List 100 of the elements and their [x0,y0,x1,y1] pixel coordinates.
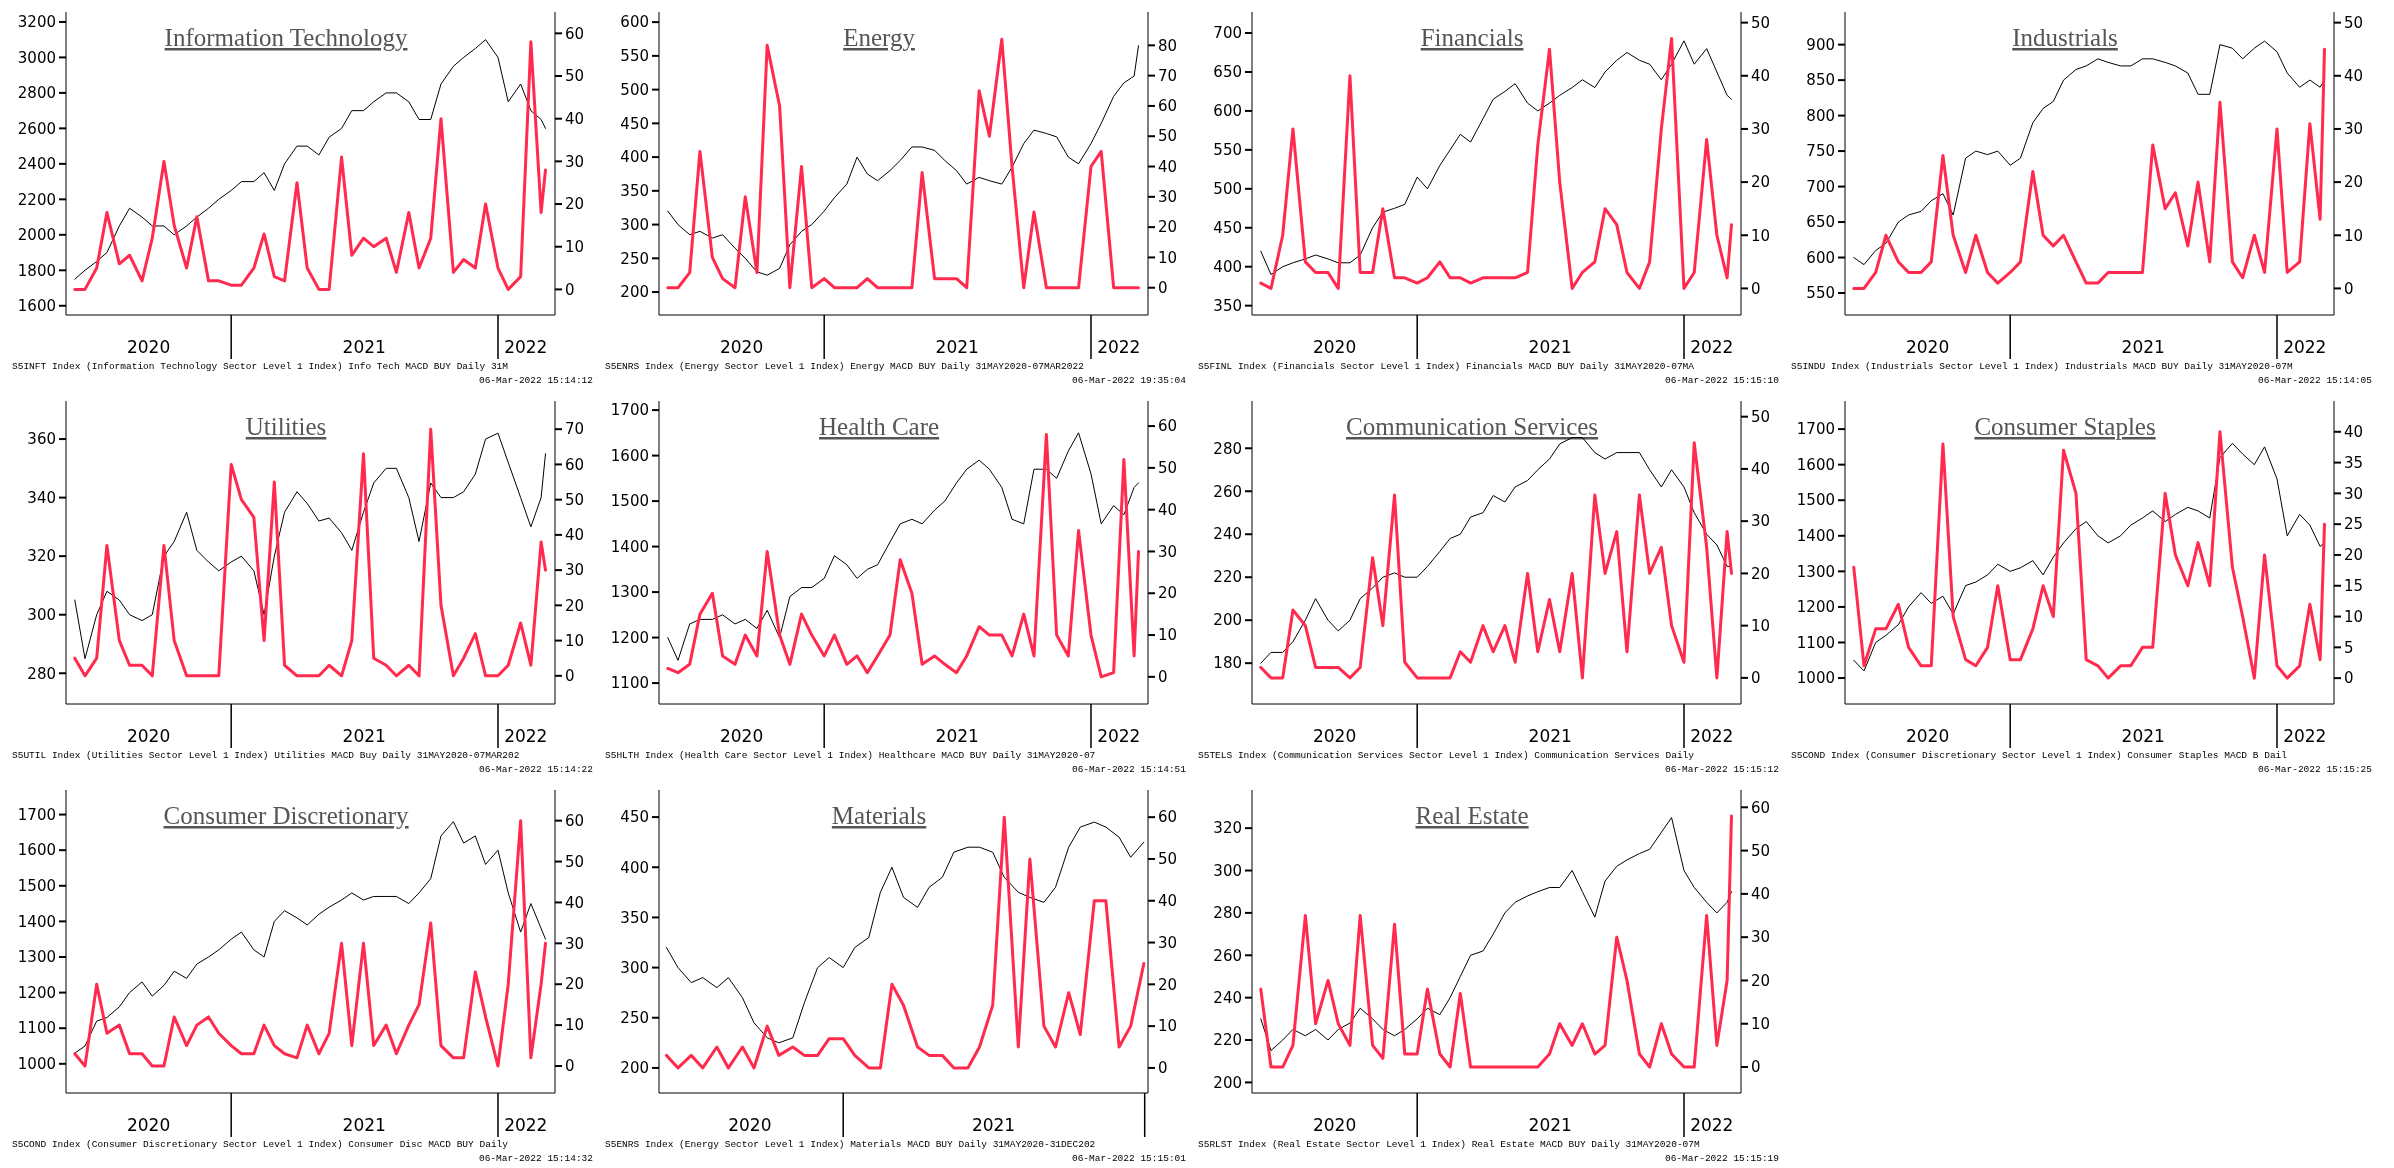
x-tick-label: 2022 [504,337,548,357]
y-tick-label: 1400 [1796,527,1835,546]
y-tick-label: 300 [1213,861,1242,880]
y2-tick-label: 30 [565,934,585,953]
text: 06-Mar-2022 15:15:12 [1664,764,1780,775]
y-tick-label: 3000 [17,48,56,67]
y2-tick-label: 20 [1751,173,1771,192]
y2-tick-label: 50 [1751,407,1771,426]
x-tick-label: 2020 [1905,726,1950,746]
y-tick-label: 600 [1213,102,1242,121]
text: S5RLST Index (Real Estate Sector Level 1 Index) Real Estate MACD BUY Daily 31MAY2020-07M [1198,1139,1700,1150]
y2-tick-label: 70 [1158,66,1178,85]
y-tick-label: 2200 [17,190,56,209]
y2-tick-label: 60 [565,811,585,830]
y2-tick-label: 80 [1158,36,1178,55]
y-tick-label: 350 [620,182,649,201]
y2-tick-label: 0 [2344,279,2354,298]
y-tick-label: 900 [1806,35,1835,54]
y2-tick-label: 60 [1158,808,1178,827]
y-tick-label: 850 [1806,71,1835,90]
y2-tick-label: 40 [1751,67,1771,86]
y2-tick-label: 5 [2344,638,2354,657]
y2-tick-label: 60 [1751,798,1771,817]
y-tick-label: 1600 [610,446,649,465]
text: Utilities [245,413,327,440]
text: S5COND Index (Consumer Discretionary Sector Level 1 Index) Consumer Staples MACD B Dail [1791,750,2288,761]
y-tick-label: 240 [1213,988,1242,1007]
y2-tick-label: 0 [565,1057,575,1076]
y2-tick-label: 30 [565,561,585,580]
x-tick-label: 2021 [2121,726,2165,746]
x-tick-label: 2022 [504,726,548,746]
y-tick-label: 750 [1806,142,1835,161]
y2-tick-label: 0 [1751,279,1761,298]
y2-tick-label: 70 [565,420,585,439]
y-tick-label: 200 [620,1059,649,1078]
text: S5COND Index (Consumer Discretionary Sector Level 1 Index) Consumer Disc MACD BUY Daily [12,1139,509,1150]
y-tick-label: 1600 [17,297,56,316]
y-tick-label: 700 [1213,24,1242,43]
y2-tick-label: 10 [1751,226,1771,245]
y-tick-label: 1300 [17,948,56,967]
text: S5FINL Index (Financials Sector Level 1 Index) Financials MACD BUY Daily 31MAY2020-07MA [1198,361,1695,372]
text: 06-Mar-2022 15:15:01 [1071,1153,1187,1164]
y-tick-label: 260 [1213,482,1242,501]
text: S5INFT Index (Information Technology Sector Level 1 Index) Info Tech MACD BUY Daily 31M [12,361,509,372]
y-tick-label: 1300 [610,583,649,602]
x-tick-label: 2020 [1905,337,1950,357]
x-tick-label: 2022 [1690,1115,1734,1135]
text: Communication Services [1346,413,1599,440]
text: 06-Mar-2022 19:35:04 [1071,375,1187,386]
x-tick-label: 2022 [1097,726,1141,746]
y-tick-label: 800 [1806,106,1835,125]
y2-tick-label: 30 [1158,542,1178,561]
text: S5ENRS Index (Energy Sector Level 1 Index) Energy MACD BUY Daily 31MAY2020-07MAR2022 [605,361,1085,372]
text: 06-Mar-2022 15:14:05 [2257,375,2373,386]
y2-tick-label: 20 [1158,218,1178,237]
text: 06-Mar-2022 15:15:10 [1664,375,1780,386]
x-tick-label: 2021 [971,1115,1016,1135]
y-tick-label: 220 [1213,1031,1242,1050]
y2-tick-label: 0 [1158,668,1168,687]
y-tick-label: 1100 [17,1019,56,1038]
y2-tick-label: 10 [565,1016,585,1035]
y-tick-label: 450 [620,114,649,133]
y-tick-label: 1200 [1796,598,1835,617]
y2-tick-label: 40 [2344,67,2364,86]
text: 06-Mar-2022 15:14:32 [478,1153,594,1164]
y2-tick-label: 50 [1751,13,1771,32]
y-tick-label: 650 [1806,213,1835,232]
y-tick-label: 550 [620,47,649,66]
text: S5TELS Index (Communication Services Sector Level 1 Index) Communication Services Daily [1198,750,1695,761]
y2-tick-label: 10 [2344,607,2364,626]
y2-tick-label: 50 [1158,850,1178,869]
y2-tick-label: 30 [1751,928,1771,947]
y-tick-label: 350 [1213,296,1242,315]
y2-tick-label: 40 [1751,885,1771,904]
x-tick-label: 2021 [2121,337,2165,357]
x-tick-label: 2021 [1528,1115,1572,1135]
y-tick-label: 280 [1213,904,1242,923]
y-tick-label: 300 [620,958,649,977]
y-tick-label: 300 [27,605,56,624]
x-tick-label: 2022 [1690,726,1734,746]
y2-tick-label: 40 [1158,157,1178,176]
y2-tick-label: 40 [1158,892,1178,910]
text: 06-Mar-2022 15:14:12 [478,375,594,386]
text: Health Care [819,413,940,440]
x-tick-label: 2020 [1312,726,1357,746]
x-tick-label: 2021 [342,337,386,357]
y-tick-label: 350 [620,908,649,927]
y-tick-label: 1600 [1796,455,1835,474]
x-tick-label: 2021 [342,1115,386,1135]
y2-tick-label: 50 [1158,459,1178,478]
y2-tick-label: 10 [1158,1017,1178,1036]
x-tick-label: 2021 [342,726,386,746]
y-tick-label: 550 [1213,141,1242,160]
y-tick-label: 2000 [17,226,56,245]
y2-tick-label: 10 [1751,616,1771,635]
y-tick-label: 250 [620,1009,649,1027]
y-tick-label: 320 [27,547,56,566]
y2-tick-label: 50 [2344,13,2364,32]
y-tick-label: 1400 [610,537,649,556]
x-tick-label: 2022 [2283,337,2327,357]
